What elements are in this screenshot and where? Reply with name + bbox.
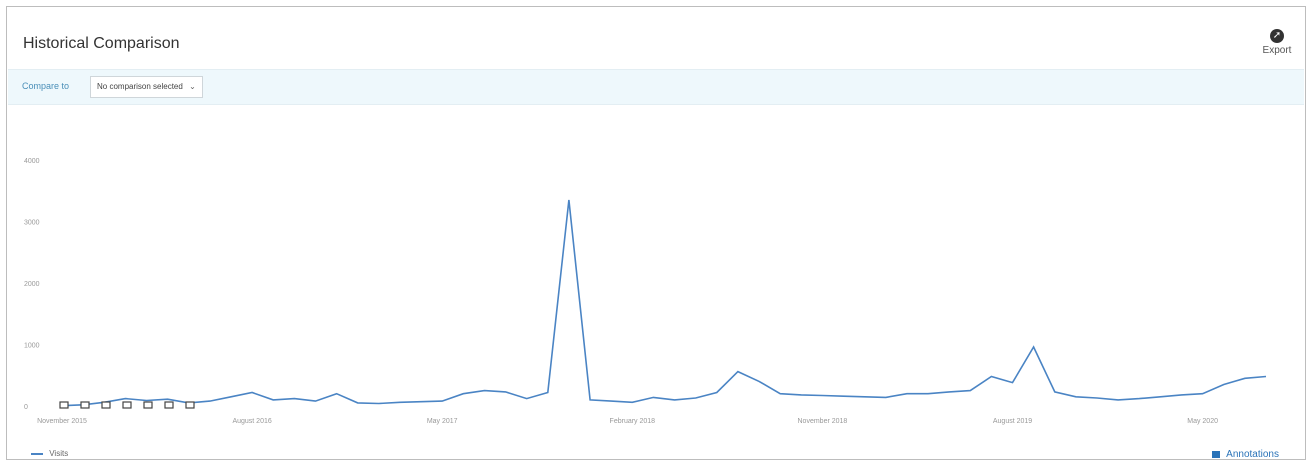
annotations-label: Annotations xyxy=(1226,449,1279,460)
series-line-visits[interactable] xyxy=(61,199,1267,407)
historical-comparison-panel: Historical Comparison ➚ Export Compare t… xyxy=(6,6,1306,460)
annotation-icon xyxy=(1211,450,1220,458)
y-tick-label: 0 xyxy=(24,404,28,411)
y-tick-label: 4000 xyxy=(24,158,40,165)
export-icon: ➚ xyxy=(1270,29,1284,43)
export-button[interactable]: ➚ Export xyxy=(1257,29,1297,56)
x-tick-label: May 2017 xyxy=(427,418,458,425)
annotation-marker[interactable] xyxy=(185,401,195,409)
x-tick-label: May 2020 xyxy=(1187,418,1218,425)
x-tick-label: August 2016 xyxy=(232,418,271,425)
x-tick-label: November 2015 xyxy=(37,418,87,425)
annotation-marker[interactable] xyxy=(164,401,174,409)
legend-label: Visits xyxy=(49,449,69,458)
annotation-marker[interactable] xyxy=(80,401,90,409)
x-tick-label: November 2018 xyxy=(798,418,848,425)
annotation-marker[interactable] xyxy=(59,401,69,409)
chevron-down-icon: ⌄ xyxy=(189,82,196,91)
y-tick-label: 1000 xyxy=(24,343,40,350)
annotation-marker[interactable] xyxy=(101,401,111,409)
export-label: Export xyxy=(1262,45,1292,56)
y-tick-label: 2000 xyxy=(24,281,40,288)
compare-bar: Compare to No comparison selected ⌄ xyxy=(8,69,1304,105)
comparison-select-value: No comparison selected xyxy=(97,82,183,91)
annotations-button[interactable]: Annotations xyxy=(1211,449,1279,460)
x-tick-label: February 2018 xyxy=(610,418,656,425)
x-tick-label: August 2019 xyxy=(993,418,1032,425)
y-tick-label: 3000 xyxy=(24,220,40,227)
annotation-marker[interactable] xyxy=(143,401,153,409)
panel-title: Historical Comparison xyxy=(23,35,180,52)
legend-swatch xyxy=(31,452,43,455)
comparison-select[interactable]: No comparison selected ⌄ xyxy=(90,76,203,98)
compare-label: Compare to xyxy=(22,81,70,91)
legend[interactable]: Visits xyxy=(31,449,68,458)
annotation-marker[interactable] xyxy=(122,401,132,409)
